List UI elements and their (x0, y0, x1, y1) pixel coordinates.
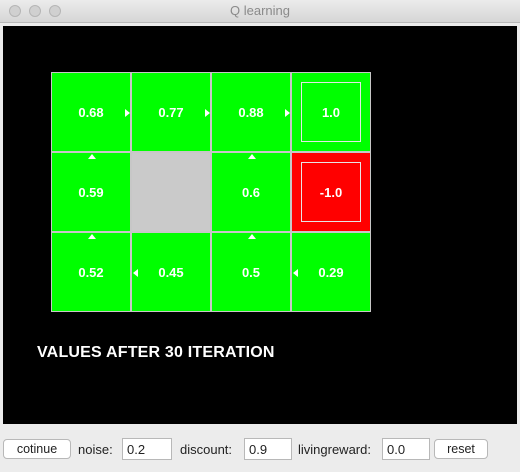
arrow-up-icon (88, 234, 96, 239)
grid-cell: 0.59 (51, 152, 131, 232)
cell-value: 0.52 (78, 265, 104, 280)
arrow-right-icon (125, 109, 130, 117)
cell-value: 0.6 (241, 185, 261, 200)
cell-value: 0.5 (241, 265, 261, 280)
zoom-window-icon[interactable] (49, 5, 61, 17)
cell-value: 0.68 (78, 105, 104, 120)
gridworld-canvas: 0.68 0.77 0.88 1.0 0.59 0.6 -1.0 0.52 0.45 0.5 0.2… (3, 26, 517, 424)
living-reward-label: livingreward: (298, 442, 371, 457)
iteration-caption: VALUES AFTER 30 ITERATION (37, 344, 275, 361)
window-title: Q learning (230, 3, 290, 18)
cell-value: 1.0 (321, 105, 341, 120)
noise-field[interactable] (122, 438, 172, 460)
cell-value: 0.29 (318, 265, 344, 280)
cell-value: 0.77 (158, 105, 184, 120)
grid-cell-wall (131, 152, 211, 232)
cell-value: 0.59 (78, 185, 104, 200)
arrow-right-icon (205, 109, 210, 117)
arrow-up-icon (88, 154, 96, 159)
cell-value: 0.88 (238, 105, 264, 120)
grid-cell: 0.5 (211, 232, 291, 312)
arrow-right-icon (285, 109, 290, 117)
grid-cell: 0.68 (51, 72, 131, 152)
arrow-left-icon (293, 269, 298, 277)
reset-button[interactable]: reset (434, 439, 488, 459)
grid-cell-terminal-negative: -1.0 (291, 152, 371, 232)
arrow-up-icon (248, 154, 256, 159)
gridworld: 0.68 0.77 0.88 1.0 0.59 0.6 -1.0 0.52 0.45 0.5 0.2… (51, 72, 371, 312)
arrow-up-icon (248, 234, 256, 239)
living-reward-field[interactable] (382, 438, 430, 460)
minimize-window-icon[interactable] (29, 5, 41, 17)
noise-label: noise: (78, 442, 113, 457)
grid-cell: 0.52 (51, 232, 131, 312)
continue-button[interactable]: cotinue (3, 439, 71, 459)
grid-cell-terminal: 1.0 (291, 72, 371, 152)
terminal-marker (301, 162, 361, 222)
cell-value: 0.45 (158, 265, 184, 280)
discount-field[interactable] (244, 438, 292, 460)
discount-label: discount: (180, 442, 233, 457)
cell-value: -1.0 (319, 185, 343, 200)
arrow-left-icon (133, 269, 138, 277)
grid-cell: 0.6 (211, 152, 291, 232)
window-titlebar: Q learning (0, 0, 520, 23)
close-window-icon[interactable] (9, 5, 21, 17)
control-bar: cotinue noise: discount: livingreward: r… (0, 438, 520, 464)
grid-cell: 0.88 (211, 72, 291, 152)
grid-cell: 0.45 (131, 232, 211, 312)
grid-cell: 0.77 (131, 72, 211, 152)
terminal-marker (301, 82, 361, 142)
grid-cell: 0.29 (291, 232, 371, 312)
